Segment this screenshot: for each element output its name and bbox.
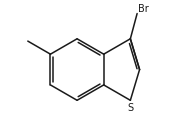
Text: S: S: [127, 102, 133, 112]
Text: Br: Br: [138, 4, 149, 14]
